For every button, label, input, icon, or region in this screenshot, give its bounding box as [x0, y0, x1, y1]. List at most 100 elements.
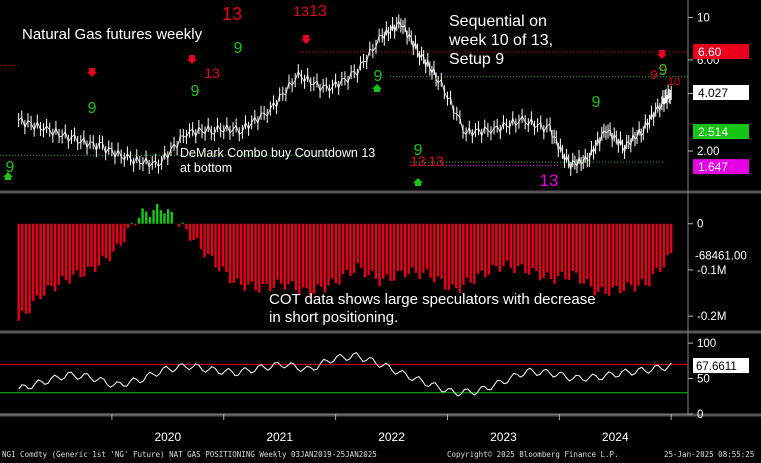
cot-bar — [24, 223, 28, 314]
cot-bar — [363, 223, 367, 278]
cot-bar — [600, 223, 604, 288]
cot-bar — [72, 223, 75, 275]
cot-bar — [611, 223, 615, 288]
cot-bar — [462, 223, 465, 285]
chart-footer: NG1 Comdty (Generic 1st 'NG' Future) NAT… — [0, 447, 761, 463]
cot-bar — [341, 223, 345, 275]
cot-bar — [104, 223, 108, 259]
cot-bar — [476, 223, 480, 274]
cot-bar — [608, 223, 611, 296]
cot-bar — [640, 223, 644, 280]
cot-bar — [236, 223, 239, 279]
cot-bar — [582, 223, 585, 284]
cot-bar — [123, 223, 126, 243]
td-sequential-label: 13 — [428, 153, 444, 169]
cot-bar — [126, 223, 130, 229]
cot-bar — [469, 223, 472, 283]
cot-bar — [429, 223, 432, 278]
cot-bar — [356, 223, 359, 264]
cot-bar — [42, 223, 46, 296]
price-badge-label: 1.647 — [698, 160, 728, 174]
cot-bar — [166, 209, 170, 224]
cot-bar — [418, 223, 421, 280]
cot-bar — [549, 223, 553, 280]
cot-bar — [589, 223, 593, 287]
price-line — [18, 20, 672, 170]
td-setup-label: 9 — [88, 100, 97, 117]
cot-bar — [458, 223, 461, 293]
cot-bar — [367, 223, 370, 276]
cot-bar — [265, 223, 268, 284]
cot-bar — [145, 211, 148, 224]
cot-bar — [192, 223, 195, 241]
cot-bar — [407, 223, 410, 275]
td-sequential-label: 13 — [222, 4, 242, 24]
cot-bar — [287, 223, 290, 285]
cot-bar — [389, 223, 392, 282]
sell-arrow-icon — [301, 35, 311, 44]
cot-bar — [203, 223, 206, 258]
cot-bar — [633, 223, 636, 292]
rsi-tick-label: 50 — [697, 374, 710, 386]
cot-bar — [17, 223, 20, 321]
cot-bar — [378, 223, 381, 286]
cot-bar — [298, 223, 301, 295]
cot-bar — [360, 223, 363, 268]
cot-bar — [232, 223, 235, 283]
cot-bar — [323, 223, 327, 293]
cot-bar — [491, 223, 494, 265]
td-sequential-label: 13 — [309, 3, 327, 20]
cot-bar — [39, 223, 42, 300]
cot-bar — [480, 223, 483, 271]
cot-bar — [604, 223, 607, 294]
cot-bar — [546, 223, 549, 273]
cot-bar — [513, 223, 516, 273]
price-tick-label: 10 — [697, 13, 710, 25]
year-label: 2021 — [266, 430, 293, 444]
cot-bar — [97, 223, 101, 266]
td-setup-label: 9 — [414, 142, 423, 159]
cot-bar — [618, 223, 622, 294]
td-setup-label: 9 — [659, 62, 668, 79]
cot-bar — [422, 223, 425, 273]
cot-bar — [648, 223, 651, 287]
cot-bar — [254, 223, 257, 291]
rsi-value-label: 67.6611 — [696, 361, 737, 373]
cot-bar — [272, 223, 276, 288]
cot-bar — [538, 223, 542, 281]
cot-bar — [79, 223, 82, 278]
cot-bar — [68, 223, 71, 284]
cot-bar — [247, 223, 250, 285]
cot-value-label: -68461.00 — [695, 250, 747, 262]
cot-bar — [301, 223, 305, 288]
cot-bar — [557, 223, 560, 277]
cot-bar — [75, 223, 79, 271]
cot-bar — [629, 223, 633, 286]
cot-bar — [527, 223, 531, 275]
cot-bar — [268, 223, 272, 292]
combo-countdown-label: 13 — [540, 171, 559, 190]
footer-security: NG1 Comdty (Generic 1st 'NG' Future) NAT… — [2, 450, 377, 459]
cot-bar — [210, 223, 214, 256]
cot-bar — [371, 223, 374, 271]
cot-bar — [83, 223, 86, 277]
cot-bar — [276, 223, 279, 280]
cot-bar — [345, 223, 348, 271]
cot-bar — [334, 223, 338, 284]
cot-bar — [258, 223, 261, 293]
cot-bar — [50, 223, 53, 286]
cot-bar — [473, 223, 476, 284]
rsi-tick-label: 0 — [697, 409, 703, 421]
td-setup-label: 9 — [374, 68, 383, 85]
price-badge — [693, 44, 749, 60]
cot-bar — [188, 223, 192, 241]
cot-bar — [28, 223, 31, 314]
cot-bar — [560, 223, 564, 272]
sequential-annotation: Sequential on week 10 of 13, Setup 9 — [449, 13, 554, 69]
cot-bar — [134, 223, 137, 226]
cot-bar — [451, 223, 454, 285]
td-sequential-label: 13 — [293, 3, 309, 19]
cot-value-badge — [693, 247, 749, 263]
cot-bar — [338, 223, 341, 285]
year-label: 2020 — [154, 430, 181, 444]
